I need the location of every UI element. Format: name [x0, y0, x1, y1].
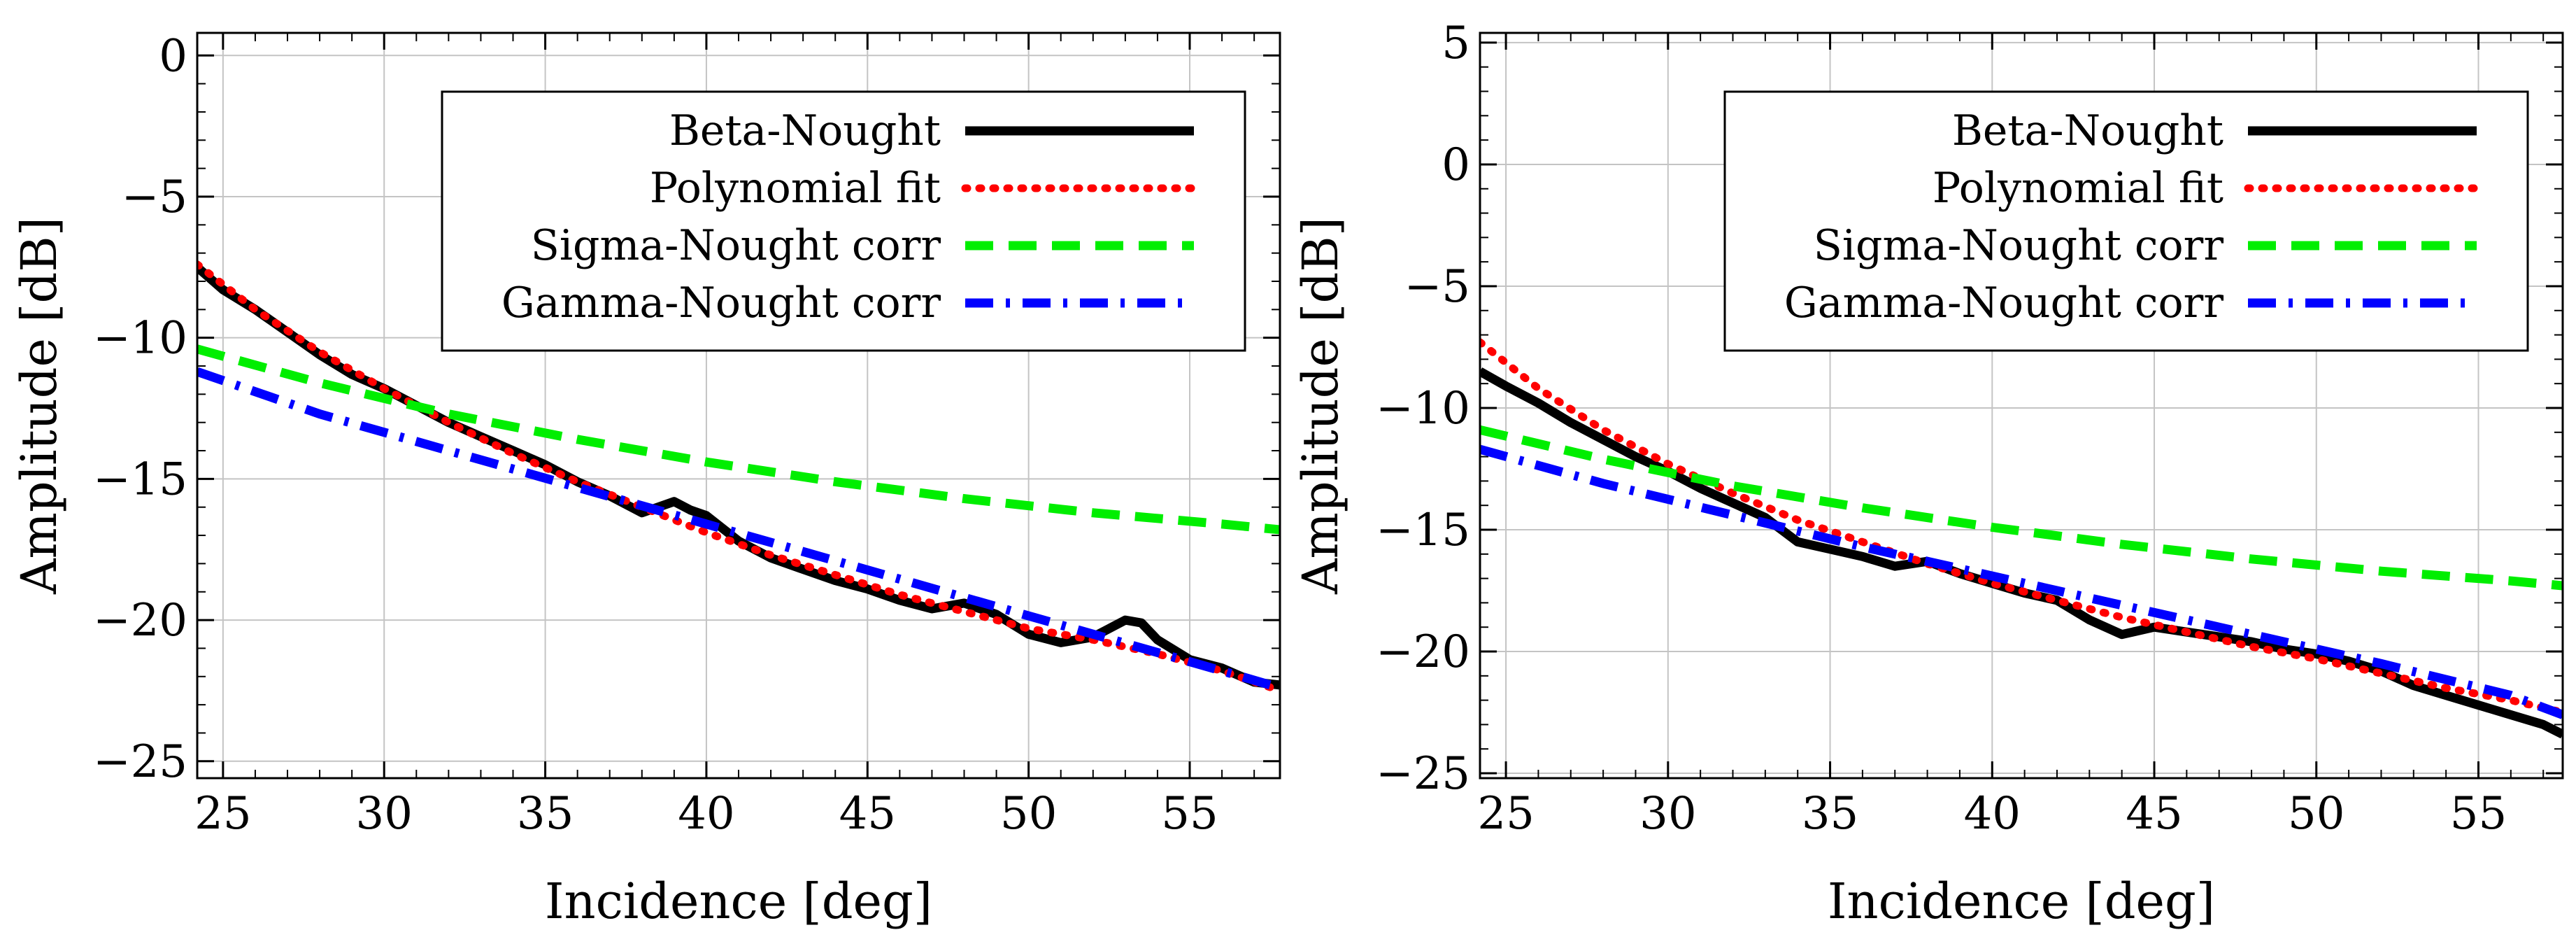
chart-left: 25 30 35 40 45 50 55 0 −5 −10 −15 −20 −25 Incidence […	[10, 30, 1281, 930]
chart-2-series-gamma-nought-corrline	[1480, 444, 2563, 719]
chart-1-series-gamma-nought-corrline	[197, 367, 1280, 693]
chart-1-xtick-label: 55	[1161, 788, 1218, 840]
chart-1-xtick-label: 30	[355, 788, 412, 840]
chart-2-legend-label: Gamma-Nought corr	[1784, 279, 2223, 327]
chart-1-xtick-label: 40	[678, 788, 734, 840]
chart-1-ytick-label: −20	[93, 595, 187, 647]
chart-2-ytick-label: −5	[1404, 261, 1470, 313]
chart-2-ytick-label: −25	[1376, 748, 1470, 800]
chart-1-y-axis-title: Amplitude [dB]	[10, 217, 68, 595]
chart-2-series-beta-noughtline	[1480, 367, 2563, 739]
chart-2-plot-frame	[1479, 31, 2564, 780]
chart-2-legend-label: Polynomial fit	[1933, 164, 2223, 213]
chart-2-ytick-label: 0	[1442, 139, 1470, 191]
chart-2-x-axis-title: Incidence [deg]	[1828, 873, 2215, 930]
chart-2-xtick-label: 55	[2450, 788, 2507, 840]
chart-2-ytick-label: −20	[1376, 626, 1470, 678]
chart-1-xtick-label: 35	[517, 788, 574, 840]
chart-2-xtick-label: 45	[2126, 788, 2182, 840]
chart-1-legend-label: Polynomial fit	[650, 164, 941, 213]
chart-1-ytick-label: −10	[93, 313, 187, 365]
chart-1-series-sigma-nought-corrline	[197, 344, 1280, 535]
chart-2-xtick-label: 50	[2288, 788, 2344, 840]
chart-1-ytick-label: −25	[93, 736, 187, 788]
chart-2-xtick-label: 35	[1802, 788, 1858, 840]
chart-1-legend-label: Beta-Nought	[669, 106, 941, 155]
chart-2-ytick-label: 5	[1442, 17, 1470, 69]
chart-2-xtick-label: 40	[1964, 788, 2021, 840]
chart-1-x-axis-title: Incidence [deg]	[545, 873, 932, 930]
chart-1-legend-label: Gamma-Nought corr	[501, 279, 941, 327]
chart-1-series-polynomial-fitline	[197, 260, 1280, 695]
chart-1-ytick-label: −15	[93, 453, 187, 505]
chart-2-series-polynomial-fitline	[1480, 338, 2563, 717]
chart-2-xtick-label: 30	[1639, 788, 1696, 840]
chart-2-y-axis-title: Amplitude [dB]	[1292, 217, 1349, 595]
chart-right: 25 30 35 40 45 50 5550−5−10−15−20−25Incidence …	[1292, 17, 2564, 930]
chart-2-ytick-label: −10	[1376, 383, 1470, 435]
chart-1-xtick-label: 50	[1000, 788, 1057, 840]
chart-2-legend-label: Sigma-Nought corr	[1814, 221, 2224, 270]
chart-1-plot-frame	[196, 31, 1281, 780]
chart-1-ytick-label: −5	[122, 171, 187, 223]
chart-1-xtick-label: 45	[839, 788, 896, 840]
chart-2-ytick-label: −15	[1376, 505, 1470, 556]
chart-1-xtick-label: 25	[194, 788, 251, 840]
chart-2-legend-label: Beta-Nought	[1952, 106, 2223, 155]
chart-1-ytick-label: 0	[159, 30, 187, 82]
chart-2-xtick-label: 25	[1477, 788, 1534, 840]
chart-2-series-sigma-nought-corrline	[1480, 425, 2563, 591]
chart-1-legend-label: Sigma-Nought corr	[531, 221, 941, 270]
